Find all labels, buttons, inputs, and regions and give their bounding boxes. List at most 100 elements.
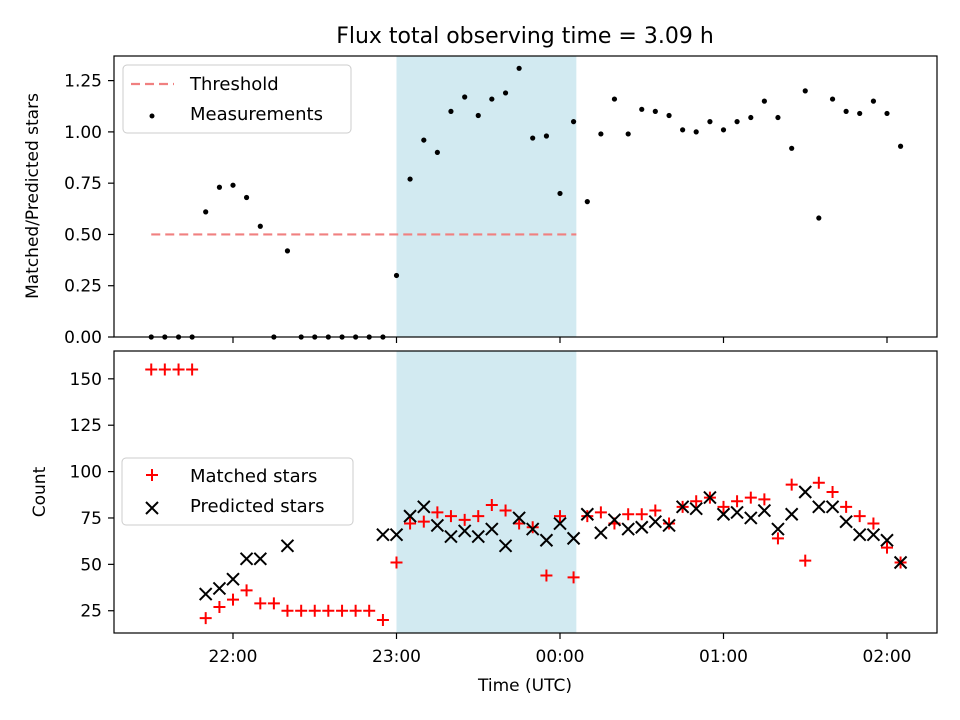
- matched-star-point: [213, 601, 226, 614]
- matched-star-point: [635, 508, 648, 521]
- matched-star-point: [867, 517, 880, 530]
- bottom-highlight-span: [396, 351, 577, 633]
- matched-star-point: [172, 363, 185, 376]
- measurement-point: [243, 194, 250, 201]
- predicted-star-point: [253, 552, 268, 566]
- matched-star-point: [227, 593, 239, 606]
- matched-star-point: [663, 517, 676, 530]
- matched-star-point: [649, 504, 662, 517]
- predicted-star-point: [784, 507, 799, 521]
- matched-star-point: [390, 556, 403, 569]
- predicted-star-point: [839, 514, 853, 529]
- predicted-star-point: [852, 527, 867, 542]
- predicted-star-point: [417, 500, 431, 514]
- matched-star-point: [281, 604, 294, 617]
- matched-star-point: [881, 541, 893, 554]
- matched-star-point: [812, 476, 825, 489]
- predicted-legend-swatch: [145, 501, 159, 515]
- measurement-point: [897, 143, 904, 149]
- predicted-star-point: [798, 485, 812, 499]
- matched-star-point: [267, 597, 280, 610]
- measurements-legend-label: Measurements: [190, 104, 323, 125]
- measurement-point: [748, 114, 754, 121]
- measurement-point: [707, 119, 713, 125]
- matched-star-point: [404, 517, 417, 530]
- predicted-star-point: [648, 514, 663, 529]
- measurement-point: [843, 108, 849, 114]
- predicted-star-point: [444, 529, 458, 544]
- measurement-point: [584, 199, 590, 205]
- measurement-point: [857, 110, 863, 117]
- predicted-star-point: [716, 507, 731, 521]
- matched-star-point: [308, 604, 321, 617]
- bottom-x-tick-label: 02:00: [863, 647, 912, 667]
- top-y-tick-label: 0.50: [64, 225, 102, 245]
- matched-legend-swatch: [146, 469, 158, 481]
- bottom-y-tick-label: 25: [80, 602, 102, 622]
- measurement-point: [652, 108, 658, 114]
- predicted-star-point: [689, 501, 703, 516]
- chart-title: Flux total observing time = 3.09 h: [336, 24, 714, 49]
- bottom-x-tick-label: 00:00: [536, 647, 585, 667]
- x-axis-label: Time (UTC): [477, 676, 572, 696]
- matched-star-point: [186, 363, 199, 376]
- measurement-point: [230, 182, 236, 188]
- predicted-star-point: [893, 555, 908, 570]
- matched-star-point: [376, 614, 389, 627]
- measurement-point: [434, 149, 440, 156]
- bottom-legend: Matched stars Predicted stars: [121, 457, 354, 526]
- matched-star-point: [499, 504, 512, 517]
- predicted-star-point: [662, 518, 676, 533]
- measurement-point: [543, 133, 550, 139]
- predicted-star-point: [498, 539, 513, 553]
- matched-star-point: [540, 569, 553, 582]
- matched-star-point: [158, 363, 171, 376]
- measurement-point: [625, 131, 631, 137]
- matched-star-point: [758, 493, 771, 506]
- measurement-point: [489, 96, 495, 102]
- measurement-point: [557, 190, 563, 197]
- top-y-tick-label: 0.00: [64, 328, 102, 348]
- measurement-point: [693, 129, 699, 135]
- matched-star-point: [567, 571, 580, 584]
- predicted-star-point: [771, 522, 785, 536]
- predicted-star-point: [512, 511, 526, 525]
- measurement-point: [216, 184, 223, 190]
- matched-legend-label: Matched stars: [190, 466, 317, 487]
- predicted-star-point: [389, 527, 404, 542]
- predicted-star-point: [607, 513, 622, 527]
- predicted-star-point: [239, 552, 254, 566]
- measurement-point: [870, 98, 877, 104]
- measurement-point: [884, 110, 890, 117]
- bottom-y-tick-label: 75: [80, 509, 102, 529]
- bottom-y-axis-label: Count: [30, 466, 50, 517]
- matched-star-point: [799, 554, 812, 567]
- matched-star-point: [199, 612, 212, 625]
- measurement-point: [393, 272, 400, 279]
- predicted-star-point: [757, 503, 772, 518]
- count-points: [145, 363, 908, 627]
- bottom-x-tick-label: 01:00: [699, 647, 748, 667]
- matched-star-point: [472, 510, 485, 523]
- matched-star-point: [622, 508, 635, 521]
- predicted-star-point: [730, 505, 744, 520]
- measurement-point: [611, 96, 618, 102]
- matched-star-point: [145, 363, 158, 376]
- predicted-legend-label: Predicted stars: [190, 496, 324, 517]
- measurement-point: [720, 127, 727, 133]
- measurement-point: [407, 176, 413, 182]
- matched-star-point: [349, 604, 362, 617]
- matched-star-point: [717, 500, 730, 513]
- measurement-point: [530, 135, 536, 141]
- predicted-star-point: [812, 500, 826, 514]
- bottom-y-tick-label: 150: [70, 370, 102, 390]
- bottom-x-tick-label: 22:00: [209, 647, 258, 667]
- matched-star-point: [431, 506, 444, 519]
- bottom-panel: 25 50 75 100 125 150 22:00 23:00 00:00 01:00 02:0…: [30, 350, 938, 696]
- predicted-star-point: [880, 533, 894, 547]
- predicted-star-point: [703, 490, 717, 505]
- predicted-star-point: [539, 533, 554, 547]
- matched-star-point: [295, 604, 308, 617]
- predicted-star-point: [457, 524, 472, 538]
